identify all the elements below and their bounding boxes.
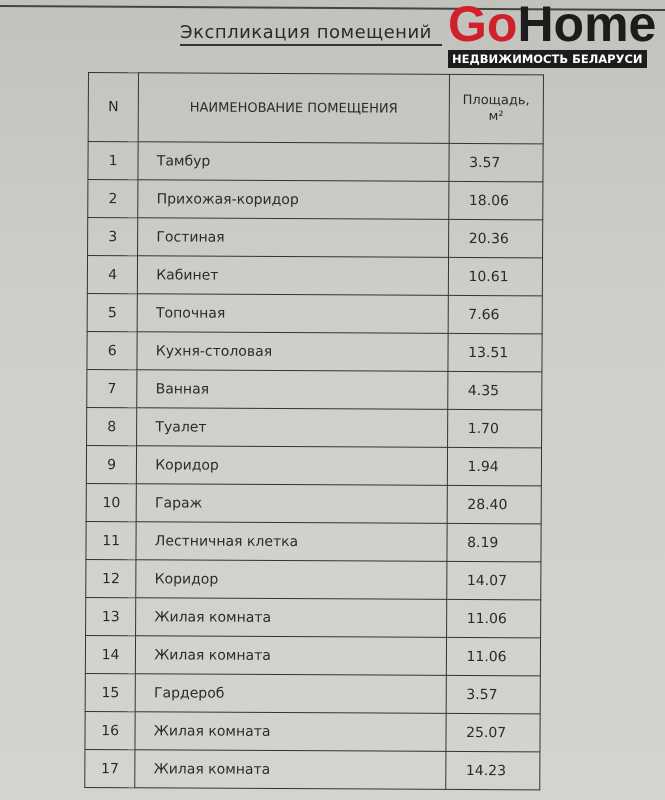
document-title: Экспликация помещений bbox=[180, 22, 442, 46]
room-name: Кухня-столовая bbox=[137, 331, 448, 372]
row-number: 6 bbox=[86, 331, 138, 370]
header-number: N bbox=[88, 72, 139, 142]
room-area: 14.07 bbox=[446, 561, 541, 600]
row-number: 16 bbox=[84, 711, 136, 750]
room-name: Топочная bbox=[137, 293, 448, 334]
table-row: 1 Тамбур 3.57 bbox=[87, 141, 544, 182]
room-area: 18.06 bbox=[448, 181, 543, 220]
row-number: 2 bbox=[87, 179, 139, 218]
rooms-table: N НАИМЕНОВАНИЕ ПОМЕЩЕНИЯ Площадь, м² 1 Там… bbox=[84, 72, 544, 790]
table-row: 11 Лестничная клетка 8.19 bbox=[85, 521, 542, 562]
gohome-watermark-logo: GoHome НЕДВИЖИМОСТЬ БЕЛАРУСИ bbox=[448, 0, 663, 70]
room-area: 25.07 bbox=[445, 713, 541, 752]
header-area: Площадь, м² bbox=[448, 74, 544, 144]
room-area: 8.19 bbox=[446, 523, 542, 562]
logo-home: Home bbox=[517, 0, 657, 52]
room-area: 7.66 bbox=[447, 295, 543, 334]
row-number: 12 bbox=[85, 559, 137, 598]
row-number: 1 bbox=[87, 141, 139, 180]
room-name: Гостиная bbox=[137, 217, 449, 258]
table-row: 17 Жилая комната 14.23 bbox=[84, 749, 540, 790]
room-area: 13.51 bbox=[447, 333, 543, 372]
room-name: Лестничная клетка bbox=[136, 521, 447, 562]
row-number: 11 bbox=[85, 521, 137, 560]
row-number: 15 bbox=[85, 673, 136, 712]
header-area-label: Площадь, bbox=[462, 92, 530, 109]
room-area: 11.06 bbox=[446, 599, 541, 638]
table-row: 10 Гараж 28.40 bbox=[86, 483, 542, 524]
table-row: 6 Кухня-столовая 13.51 bbox=[86, 331, 543, 372]
room-area: 1.94 bbox=[446, 447, 542, 486]
room-area: 14.23 bbox=[445, 751, 540, 790]
table-row: 14 Жилая комната 11.06 bbox=[85, 635, 541, 676]
header-room-name: НАИМЕНОВАНИЕ ПОМЕЩЕНИЯ bbox=[138, 72, 450, 144]
table-row: 3 Гостиная 20.36 bbox=[87, 217, 543, 258]
row-number: 9 bbox=[86, 445, 137, 484]
logo-wordmark: GoHome bbox=[448, 0, 663, 49]
room-name: Тамбур bbox=[138, 141, 449, 182]
table-row: 7 Ванная 4.35 bbox=[86, 369, 542, 410]
table-row: 15 Гардероб 3.57 bbox=[85, 673, 541, 714]
room-name: Жилая комната bbox=[135, 597, 447, 638]
room-name: Туалет bbox=[136, 407, 448, 448]
room-name: Гараж bbox=[136, 483, 447, 524]
row-number: 10 bbox=[86, 483, 137, 522]
table-row: 8 Туалет 1.70 bbox=[86, 407, 542, 448]
room-area: 1.70 bbox=[447, 409, 542, 448]
room-area: 28.40 bbox=[446, 485, 542, 524]
room-area: 20.36 bbox=[448, 219, 543, 258]
row-number: 8 bbox=[86, 407, 138, 446]
table-header: N НАИМЕНОВАНИЕ ПОМЕЩЕНИЯ Площадь, м² bbox=[88, 72, 544, 144]
room-area: 10.61 bbox=[447, 257, 543, 296]
room-name: Жилая комната bbox=[135, 711, 446, 752]
row-number: 3 bbox=[87, 217, 139, 256]
room-name: Жилая комната bbox=[135, 749, 446, 790]
watermark-tagline: НЕДВИЖИМОСТЬ БЕЛАРУСИ bbox=[448, 50, 647, 68]
logo-go: Go bbox=[448, 0, 518, 52]
row-number: 5 bbox=[87, 293, 138, 332]
room-area: 3.57 bbox=[445, 675, 541, 714]
table-row: 13 Жилая комната 11.06 bbox=[85, 597, 541, 638]
room-name: Жилая комната bbox=[135, 635, 447, 676]
room-name: Гардероб bbox=[135, 673, 446, 714]
table-row: 9 Коридор 1.94 bbox=[86, 445, 542, 486]
table-row: 4 Кабинет 10.61 bbox=[87, 255, 543, 296]
table-row: 5 Топочная 7.66 bbox=[87, 293, 543, 334]
room-name: Коридор bbox=[136, 559, 447, 600]
table-row: 12 Коридор 14.07 bbox=[85, 559, 541, 600]
room-area: 11.06 bbox=[445, 637, 541, 676]
table-row: 2 Прихожая-коридор 18.06 bbox=[87, 179, 543, 220]
row-number: 7 bbox=[86, 369, 138, 408]
room-name: Ванная bbox=[137, 369, 448, 410]
room-name: Кабинет bbox=[137, 255, 449, 296]
row-number: 13 bbox=[85, 597, 137, 636]
room-area: 3.57 bbox=[448, 143, 544, 182]
header-area-unit: м² bbox=[488, 109, 504, 125]
row-number: 14 bbox=[85, 635, 136, 674]
table-row: 16 Жилая комната 25.07 bbox=[84, 711, 541, 752]
room-name: Прихожая-коридор bbox=[138, 179, 449, 220]
room-name: Коридор bbox=[136, 445, 448, 486]
row-number: 4 bbox=[87, 255, 138, 294]
room-area: 4.35 bbox=[447, 371, 542, 410]
row-number: 17 bbox=[84, 749, 136, 788]
